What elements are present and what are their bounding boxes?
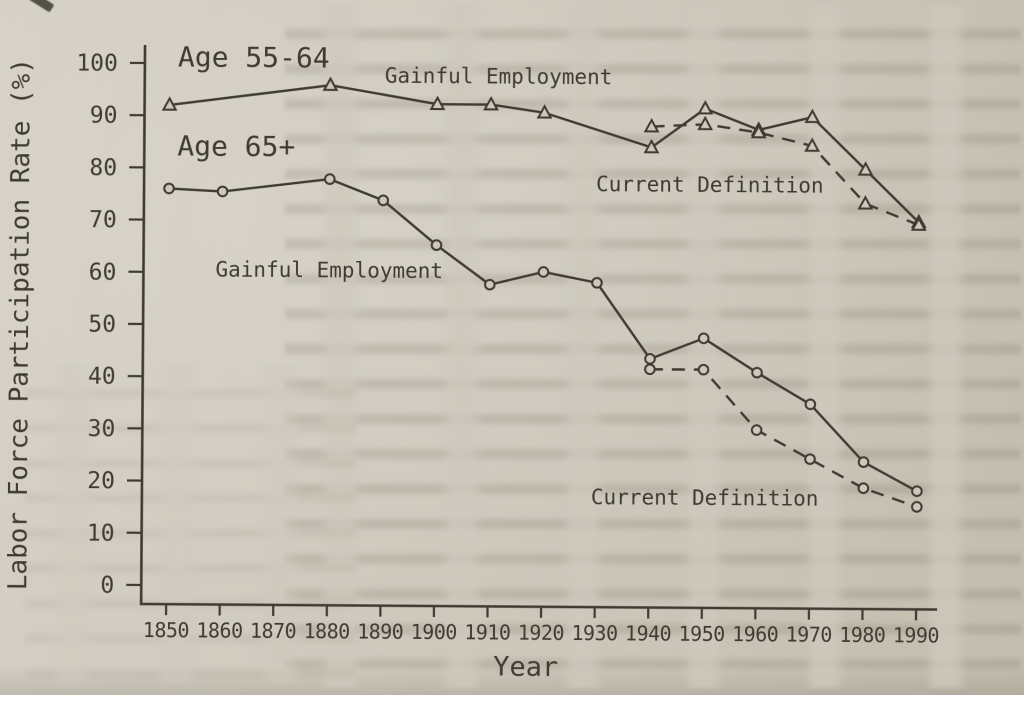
age-55-64-gainful-employment-marker-1950: [699, 102, 711, 113]
x-tick-label-1990: 1990: [893, 623, 939, 647]
annotation-age-55-64-0: Age 55-64: [178, 40, 330, 74]
annotation-current-definition-4: Current Definition: [596, 172, 824, 198]
age-65-gainful-employment-marker-1860: [218, 187, 228, 197]
y-tick-label-0: 0: [100, 573, 114, 599]
x-tick-label-1870: 1870: [250, 619, 296, 643]
age-65-gainful-employment-marker-1880: [325, 174, 335, 184]
age-55-64-gainful-employment-marker-1880: [324, 79, 336, 90]
y-tick-label-30: 30: [88, 416, 116, 442]
annotation-gainful-employment-3: Gainful Employment: [215, 257, 443, 283]
x-tick-label-1980: 1980: [839, 623, 885, 647]
x-tick-label-1910: 1910: [464, 620, 510, 644]
x-tick-label-1920: 1920: [518, 621, 564, 645]
annotation-gainful-employment-1: Gainful Employment: [385, 64, 613, 90]
x-axis-label: Year: [493, 651, 558, 682]
age-65-current-definition-marker-1940: [645, 364, 655, 374]
y-tick-label-40: 40: [88, 364, 116, 390]
y-axis-label: Labor Force Participation Rate (%): [3, 58, 37, 590]
x-tick-label-1940: 1940: [625, 621, 671, 645]
y-tick-label-70: 70: [89, 207, 117, 233]
x-tick-label-1850: 1850: [143, 618, 189, 642]
age-65-gainful-employment-marker-1930: [592, 278, 602, 288]
age-65-current-definition-marker-1980: [859, 483, 869, 493]
y-tick-label-20: 20: [87, 468, 115, 494]
x-tick-label-1960: 1960: [732, 622, 778, 646]
age-65-gainful-employment-marker-1950: [699, 334, 709, 344]
y-tick-label-60: 60: [89, 259, 117, 285]
age-65-gainful-employment-marker-1980: [859, 457, 869, 467]
age-65-current-definition-marker-1950: [699, 365, 709, 375]
age-65-gainful-employment-marker-1990: [912, 486, 922, 496]
age-65-gainful-employment-marker-1900: [432, 240, 442, 250]
annotation-age-65-2: Age 65+: [177, 129, 295, 163]
y-tick-label-100: 100: [76, 51, 118, 77]
age-65-gainful-employment-marker-1850: [164, 184, 174, 194]
y-tick-label-90: 90: [90, 103, 118, 129]
age-65-current-definition-marker-1960: [752, 425, 762, 435]
age-55-64-gainful-employment-marker-1970: [806, 111, 818, 122]
annotation-current-definition-5: Current Definition: [591, 485, 819, 511]
age-65-gainful-employment-marker-1910: [485, 280, 495, 290]
age-65-gainful-employment-line: [167, 178, 919, 491]
x-tick-label-1930: 1930: [571, 621, 617, 645]
y-tick-label-80: 80: [89, 155, 117, 181]
x-tick-label-1890: 1890: [357, 619, 403, 643]
age-65-gainful-employment-marker-1970: [806, 400, 816, 410]
x-tick-label-1900: 1900: [411, 620, 457, 644]
age-65-gainful-employment-marker-1890: [378, 196, 388, 206]
x-tick-label-1970: 1970: [786, 622, 832, 646]
age-65-gainful-employment-marker-1920: [539, 267, 549, 277]
x-tick-label-1880: 1880: [303, 619, 349, 643]
age-65-current-definition-marker-1990: [912, 502, 922, 512]
age-65-gainful-employment-marker-1960: [752, 368, 762, 378]
x-tick-label-1950: 1950: [678, 622, 724, 646]
age-65-gainful-employment-marker-1940: [645, 354, 655, 364]
x-tick-label-1860: 1860: [196, 618, 242, 642]
y-tick-label-50: 50: [88, 312, 116, 338]
series-age-65-gainful-employment: [162, 173, 924, 496]
y-tick-label-10: 10: [87, 520, 115, 546]
age-65-current-definition-marker-1970: [805, 454, 815, 464]
age-55-64-current-definition-marker-1980: [859, 197, 871, 208]
